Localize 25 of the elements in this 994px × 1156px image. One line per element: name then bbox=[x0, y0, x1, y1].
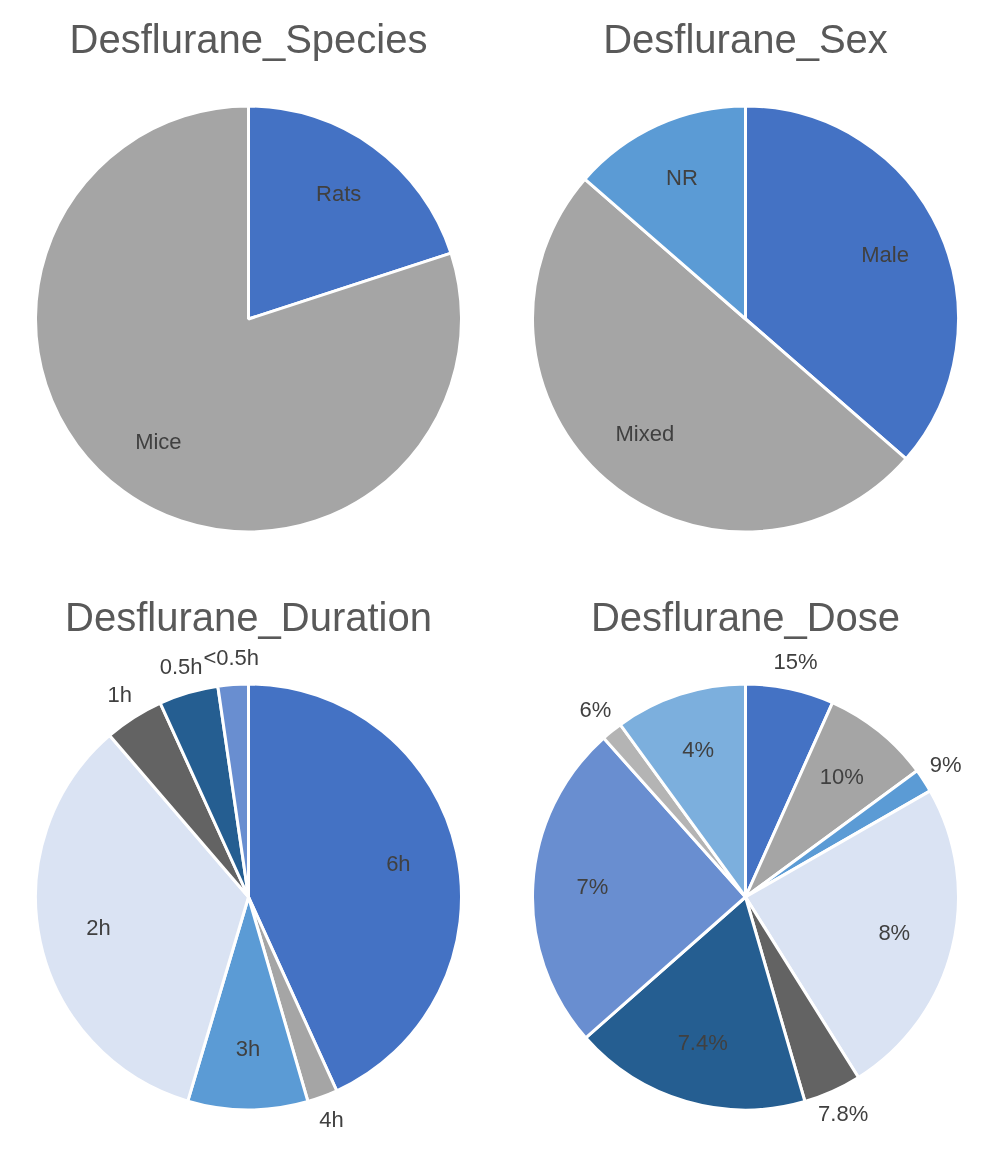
slice-label: 7% bbox=[576, 873, 609, 899]
slice-label: 7.8% bbox=[818, 1101, 869, 1127]
chart-title: Desflurane_Duration bbox=[65, 595, 432, 640]
slice-label: 0.5h bbox=[159, 653, 203, 679]
chart-title: Desflurane_Sex bbox=[603, 17, 888, 62]
slice-label: 6h bbox=[386, 850, 411, 876]
slice-label: 8% bbox=[878, 920, 911, 946]
chart-title: Desflurane_Species bbox=[69, 17, 428, 62]
slice-label: 2h bbox=[86, 915, 111, 941]
slice-label: 4% bbox=[682, 737, 715, 763]
slice-label: 15% bbox=[773, 649, 818, 675]
slice-label: 3h bbox=[235, 1036, 261, 1062]
slice-label: NR bbox=[666, 165, 698, 191]
slice-label: 1h bbox=[107, 681, 133, 707]
slice-label: Mixed bbox=[615, 420, 675, 446]
slice-label: <0.5h bbox=[203, 644, 260, 670]
slice-label: 4h bbox=[319, 1107, 344, 1133]
slice-label: 10% bbox=[819, 763, 864, 789]
slice-label: Mice bbox=[135, 429, 182, 455]
slice-label: 9% bbox=[929, 752, 962, 778]
slice-label: 7.4% bbox=[677, 1030, 728, 1056]
slice-label: 6% bbox=[579, 697, 612, 723]
slice-label: Male bbox=[861, 241, 909, 267]
chart-title: Desflurane_Dose bbox=[590, 595, 901, 640]
slice-label: Rats bbox=[316, 180, 362, 206]
